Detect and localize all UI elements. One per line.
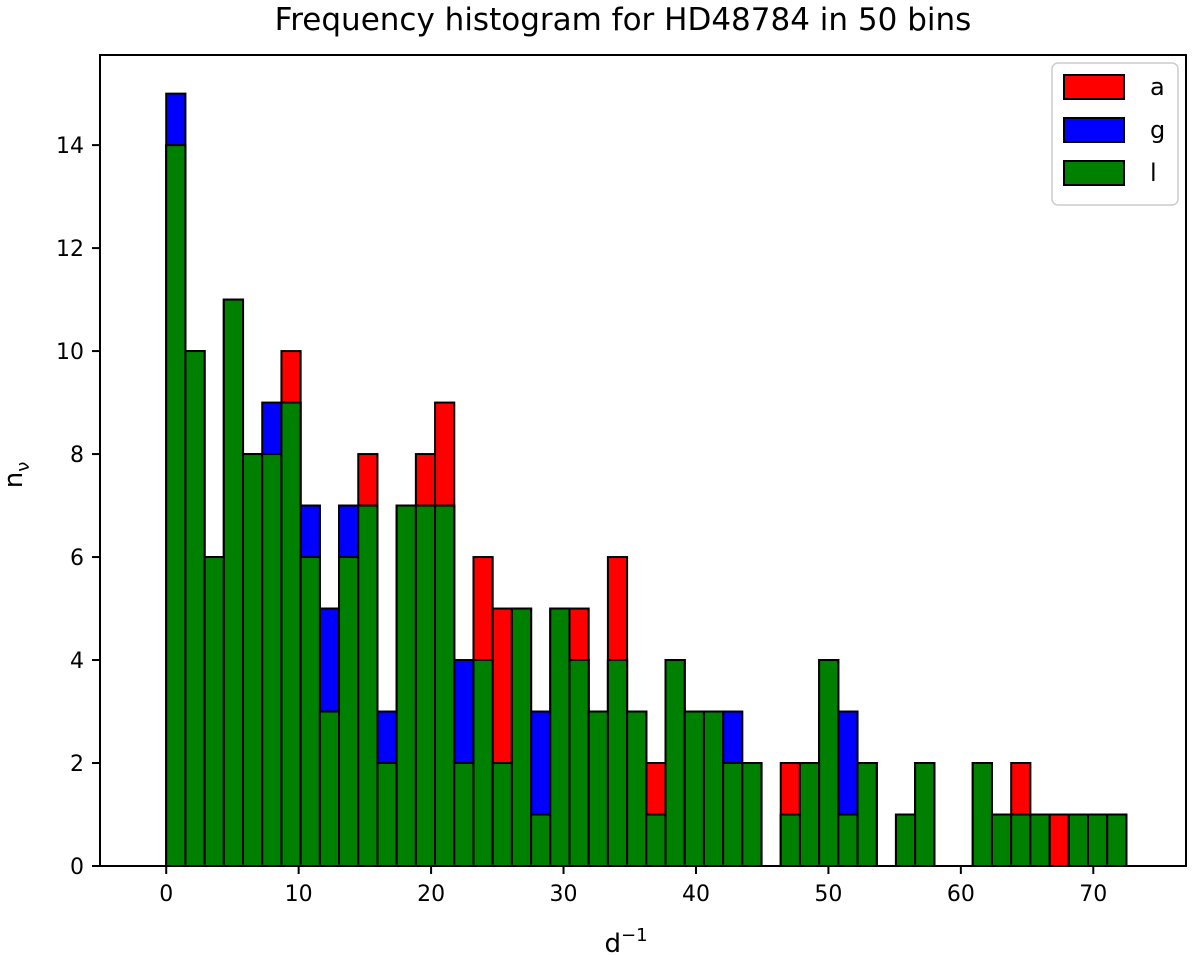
bar-l-48: [1087, 813, 1109, 868]
x-tick-label: 20: [417, 882, 445, 907]
bar-l-26: [664, 659, 686, 868]
bar-l-32: [779, 813, 801, 868]
legend-label-l: l: [1150, 159, 1157, 187]
bar-l-5: [261, 453, 283, 867]
axes: 0 10 20 30 40 50 60 70 0 2 4 6 8 10 12 14: [56, 54, 1187, 907]
bar-l-35: [837, 813, 859, 868]
bar-l-16: [472, 659, 494, 868]
bar-l-23: [606, 659, 629, 868]
bar-l-27: [683, 710, 705, 868]
bar-l-21: [568, 659, 590, 868]
bar-a-46: [1048, 813, 1070, 868]
bar-l-28: [702, 710, 725, 868]
bar-l-39: [914, 762, 936, 868]
bar-l-11: [376, 762, 398, 868]
bar-l-24: [626, 710, 648, 868]
bar-l-9: [338, 556, 360, 867]
bar-l-20: [549, 607, 571, 867]
legend-label-a: a: [1150, 73, 1165, 101]
legend: agl: [1051, 62, 1179, 206]
x-axis-label: d−1: [604, 925, 647, 955]
bar-l-15: [453, 762, 475, 868]
bar-l-17: [491, 762, 513, 868]
legend-swatch-l: [1063, 160, 1125, 186]
bar-l-42: [971, 762, 993, 868]
bar-l-10: [357, 504, 379, 867]
x-tick-label: 60: [947, 882, 975, 907]
chart-title: Frequency histogram for HD48784 in 50 bi…: [275, 2, 972, 38]
y-tick-label: 6: [70, 546, 84, 571]
legend-label-g: g: [1150, 116, 1165, 144]
y-tick-label: 14: [56, 134, 84, 159]
bar-l-3: [222, 298, 245, 867]
bar-l-44: [1010, 813, 1032, 868]
legend-swatch-g: [1063, 117, 1125, 143]
plot-frame: [99, 54, 1187, 867]
x-tick-label: 10: [285, 882, 313, 907]
x-tick-label: 0: [159, 882, 173, 907]
bar-l-45: [1029, 813, 1051, 868]
bar-l-30: [741, 762, 763, 868]
bar-l-0: [165, 144, 187, 868]
y-tick-label: 10: [56, 340, 84, 365]
bar-l-29: [722, 762, 744, 868]
x-tick-label: 30: [550, 882, 578, 907]
y-tick-label: 8: [70, 443, 84, 468]
bar-l-49: [1106, 813, 1128, 868]
bar-l-25: [645, 813, 667, 868]
bar-l-1: [184, 350, 206, 867]
bar-l-19: [530, 813, 552, 868]
legend-swatch-a: [1063, 74, 1125, 100]
x-tick-label: 70: [1079, 882, 1107, 907]
bar-l-6: [280, 401, 302, 867]
y-tick-label: 0: [70, 855, 84, 880]
bar-l-38: [894, 813, 917, 868]
bar-l-34: [818, 659, 840, 868]
x-tick-label: 40: [682, 882, 710, 907]
bar-l-12: [395, 504, 417, 867]
bar-l-7: [299, 556, 321, 867]
y-tick-label: 12: [56, 237, 84, 262]
histogram-bars: [165, 92, 1128, 868]
bar-l-13: [414, 504, 437, 867]
bar-l-18: [510, 607, 533, 867]
bar-l-4: [242, 453, 264, 867]
y-tick-label: 2: [70, 752, 84, 777]
y-axis-label: nν: [0, 462, 34, 489]
bar-l-43: [990, 813, 1013, 868]
bar-l-47: [1067, 813, 1089, 868]
svg-text:nν: nν: [0, 462, 34, 489]
svg-text:d−1: d−1: [604, 925, 647, 955]
y-tick-label: 4: [70, 649, 84, 674]
bar-l-22: [587, 710, 609, 868]
bar-l-2: [203, 556, 225, 867]
bar-l-33: [798, 762, 821, 868]
bar-l-8: [318, 710, 341, 868]
bar-l-36: [856, 762, 878, 868]
bar-l-14: [434, 504, 456, 867]
x-tick-label: 50: [814, 882, 842, 907]
